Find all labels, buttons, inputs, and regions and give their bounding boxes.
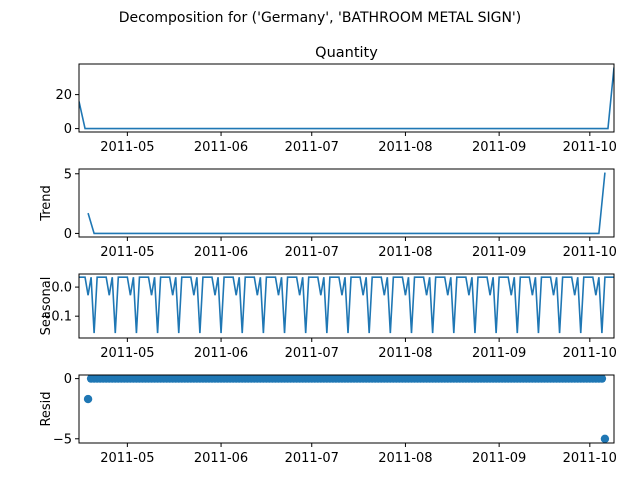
panel-1: 0 20 2011-05 2011-06 2011-07 2011-08 2011-09 20… [55,45,617,155]
panel-2: 0 5 2011-05 2011-06 2011-07 2011-08 2011-09 201… [39,167,617,260]
x-tick-label: 2011-08 [378,346,432,361]
x-tick-label: 2011-06 [194,140,248,155]
panel-title: Quantity [315,45,378,61]
axes-frame [78,63,615,133]
x-tick-label: 2011-10 [563,245,617,260]
y-axis-label: Trend [39,185,54,222]
x-tick-label: 2011-08 [378,140,432,155]
y-axis-label: Resid [39,391,54,426]
figure-title: Decomposition for ('Germany', 'BATHROOM … [119,10,522,26]
x-tick-label: 2011-09 [472,451,526,466]
x-tick-label: 2011-05 [100,140,154,155]
x-tick-label: 2011-09 [472,140,526,155]
y-tick-label: −0.1 [40,310,72,325]
axes-frame [78,374,615,444]
x-tick-label: 2011-10 [563,451,617,466]
x-tick-label: 2011-06 [194,451,248,466]
panels: 0 20 2011-05 2011-06 2011-07 2011-08 2011-09 20… [39,45,617,466]
seasonal-line [79,276,614,334]
panel-3: 0.0 −0.1 2011-05 2011-06 2011-07 2011-08 2011-… [39,273,617,361]
x-tick-label: 2011-08 [378,245,432,260]
resid-point [600,434,610,443]
y-tick-label: 20 [55,88,72,103]
x-tick-label: 2011-10 [563,346,617,361]
y-tick-label: 0 [64,227,72,242]
series-line [79,67,614,130]
x-tick-label: 2011-06 [194,245,248,260]
y-tick-label: −5 [53,432,72,447]
x-tick-label: 2011-07 [285,140,339,155]
y-tick-label: 0 [64,372,72,387]
x-tick-label: 2011-05 [100,451,154,466]
axes-frame [78,273,615,339]
x-tick-label: 2011-09 [472,245,526,260]
resid-point [597,375,607,383]
y-axis-label: Seasonal [39,277,54,336]
panel-4: 0 −5 2011-05 2011-06 2011-07 2011-08 2011-09 20… [39,372,617,466]
plot-area [79,67,614,130]
y-tick-label: 0.0 [51,281,72,296]
y-tick-label: 0 [64,122,72,137]
plot-area [79,276,614,334]
y-tick-label: 5 [64,167,72,182]
plot-area [87,172,606,235]
resid-point [83,394,93,404]
axes-frame [78,168,615,238]
x-tick-label: 2011-08 [378,451,432,466]
x-tick-label: 2011-09 [472,346,526,361]
x-tick-label: 2011-10 [563,140,617,155]
x-tick-label: 2011-07 [285,346,339,361]
x-tick-label: 2011-07 [285,245,339,260]
x-tick-label: 2011-05 [100,346,154,361]
series-line [87,172,606,235]
x-tick-label: 2011-06 [194,346,248,361]
x-tick-label: 2011-05 [100,245,154,260]
x-tick-label: 2011-07 [285,451,339,466]
plot-area [83,375,610,443]
